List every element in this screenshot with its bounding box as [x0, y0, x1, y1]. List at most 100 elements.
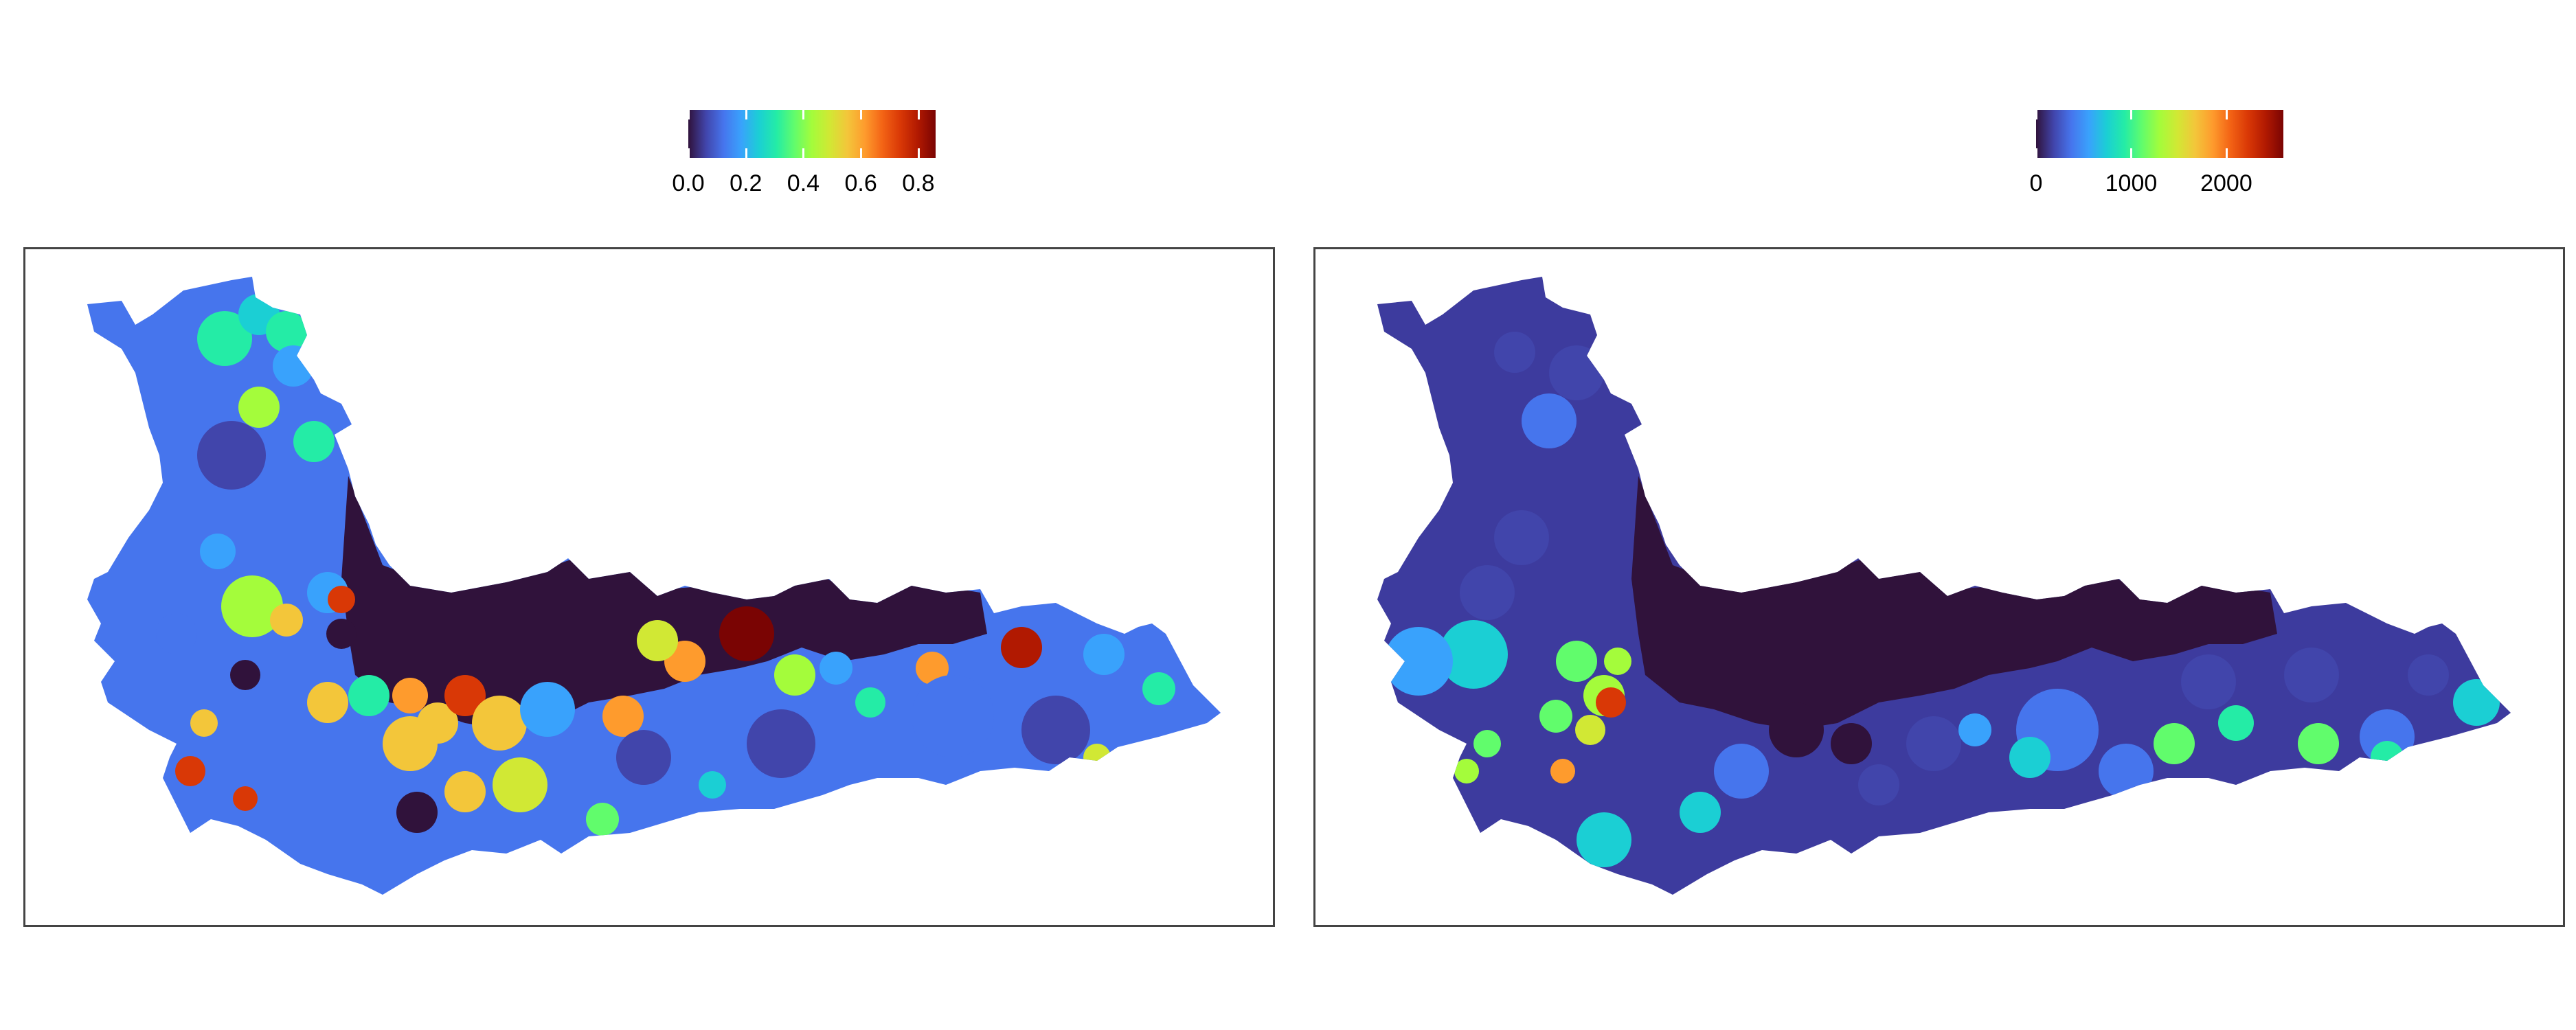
map-region [2181, 654, 2236, 709]
map-region [200, 534, 236, 569]
map-region [328, 586, 355, 613]
map-region [175, 756, 205, 786]
map-region [616, 730, 671, 785]
map-region [493, 757, 547, 812]
map-region [637, 620, 678, 661]
map-region [2298, 723, 2339, 764]
interior-region [341, 476, 987, 730]
map-region [472, 696, 527, 751]
map-region [1858, 764, 1899, 805]
colorbar-tick [745, 110, 747, 119]
colorbar-tick [802, 148, 805, 158]
colorbar-tick [745, 148, 747, 158]
map-region [266, 311, 307, 352]
colorbar-tick [2130, 110, 2133, 119]
interior-region [1631, 476, 2277, 730]
map-region [156, 613, 197, 654]
map-region [1680, 792, 1721, 833]
colorbar-tick [2130, 148, 2133, 158]
map-region [1522, 393, 1577, 448]
map-region [1494, 332, 1535, 373]
colorbar-tick [2225, 110, 2228, 119]
map-median-absolute-deviation [1313, 247, 2565, 927]
map-region [1556, 641, 1597, 682]
colorbar-tick [917, 110, 920, 119]
map-region [602, 696, 644, 737]
map-region [774, 654, 815, 696]
colorbar-tick-label: 0 [2029, 170, 2043, 196]
map-region [1473, 730, 1501, 757]
map-region [396, 792, 438, 833]
colorbar-tick [802, 110, 805, 119]
map-region [912, 675, 994, 757]
map-region [2154, 723, 2195, 764]
map-region [520, 682, 575, 737]
colorbar-tick-label: 0.8 [902, 170, 935, 196]
map-region [233, 786, 258, 811]
map-region [855, 687, 885, 718]
colorbar-tick-label: 0.4 [787, 170, 820, 196]
map-region [1596, 687, 1626, 718]
colorbar-tick [2225, 148, 2228, 158]
map-region [392, 678, 428, 713]
map-region [1494, 510, 1549, 565]
region-outline [1377, 277, 2511, 895]
map-region [2371, 741, 2404, 774]
map-region [916, 652, 949, 685]
map-region [383, 716, 438, 771]
map-region [1769, 702, 1824, 757]
map-region [2284, 648, 2339, 702]
map-region [190, 709, 218, 737]
choropleth-map [1377, 277, 2511, 895]
map-region [444, 771, 486, 812]
choropleth-map [87, 277, 1221, 895]
map-region [230, 660, 260, 690]
map-region [1384, 627, 1453, 696]
colorbar-tick-label: 0.6 [844, 170, 877, 196]
colorbar-median-absolute-deviation [2036, 110, 2283, 158]
map-region [820, 652, 852, 685]
colorbar-tick-label: 1000 [2105, 170, 2158, 196]
map-region [197, 311, 252, 366]
map-region [1454, 759, 1479, 783]
map-region [747, 709, 815, 778]
map-region [1577, 812, 1631, 867]
map-region [1831, 723, 1872, 764]
map-region [444, 675, 486, 716]
map-region [1142, 672, 1175, 705]
map-region [1539, 700, 1572, 733]
map-region [2218, 705, 2254, 741]
colorbar-tick [860, 110, 863, 119]
colorbar-tick [688, 110, 690, 119]
map-region [1439, 620, 1508, 689]
map-coefficient-of-variation [23, 247, 1275, 927]
map-region [2453, 679, 2500, 726]
colorbar-tick [688, 148, 690, 158]
colorbar-tick [860, 148, 863, 158]
map-region [1958, 713, 1991, 746]
map-region [348, 675, 389, 716]
map-region [1001, 627, 1042, 668]
map-region [1714, 744, 1769, 799]
map-region [586, 803, 619, 836]
map-region [2009, 737, 2050, 778]
colorbar-tick-label: 2000 [2200, 170, 2252, 196]
map-region [1604, 648, 1631, 675]
colorbar-tick [917, 148, 920, 158]
map-region [1021, 696, 1090, 764]
map-region [1460, 565, 1515, 620]
colorbar-tick-label: 0.0 [672, 170, 705, 196]
map-region [326, 619, 357, 649]
map-region [2099, 744, 2154, 799]
map-region [307, 682, 348, 723]
map-region [2408, 654, 2449, 696]
map-region [1575, 715, 1605, 745]
colorbar-tick-label: 0.2 [730, 170, 762, 196]
colorbar-coefficient-of-variation [688, 110, 936, 158]
map-region [719, 606, 774, 661]
map-region [1550, 759, 1575, 783]
map-region [699, 771, 726, 799]
map-region [1083, 744, 1111, 771]
map-region [221, 575, 283, 637]
map-region [273, 345, 314, 387]
